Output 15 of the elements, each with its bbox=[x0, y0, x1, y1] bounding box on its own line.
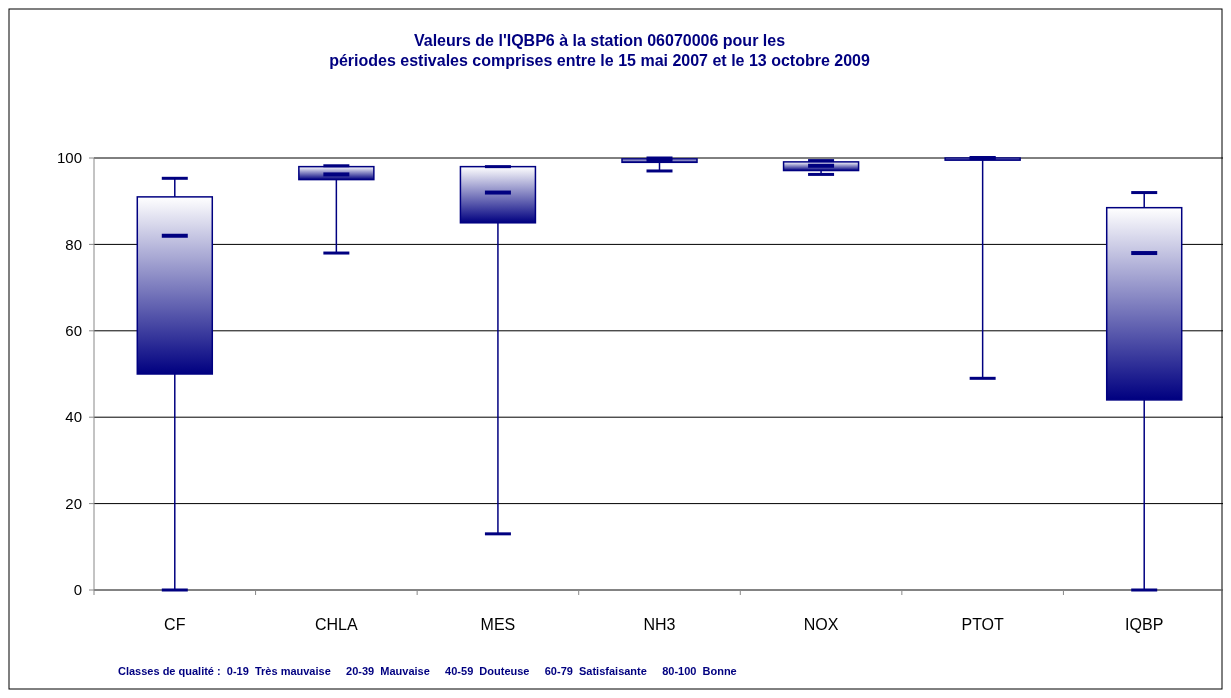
x-tick-label: MES bbox=[480, 616, 516, 633]
y-tick-label: 0 bbox=[73, 581, 82, 599]
y-tick-label: 40 bbox=[65, 408, 82, 426]
x-tick-label: NH3 bbox=[643, 616, 676, 633]
y-tick-label: 100 bbox=[56, 149, 82, 167]
chart-title: Valeurs de l'IQBP6 à la station 06070006 pour les périodes estivales comprises entre le 15 mai 2007 et le 13 octobre 2009 bbox=[329, 32, 870, 69]
x-tick-label: NOX bbox=[803, 616, 839, 633]
y-tick-label: 20 bbox=[65, 494, 82, 512]
x-tick-label: CHLA bbox=[315, 616, 359, 633]
x-tick-label: IQBP bbox=[1125, 616, 1164, 633]
y-tick-label: 80 bbox=[65, 235, 82, 253]
x-tick-label: CF bbox=[164, 616, 186, 633]
y-tick-label: 60 bbox=[65, 322, 82, 340]
x-tick-label: PTOT bbox=[961, 616, 1005, 633]
text: Classes de qualité : 0-19 Très mauvaise 20-39 Mauvaise 40-59 Douteuse 60-79 Satisfaisante 80-100 Bonne bbox=[118, 665, 737, 677]
